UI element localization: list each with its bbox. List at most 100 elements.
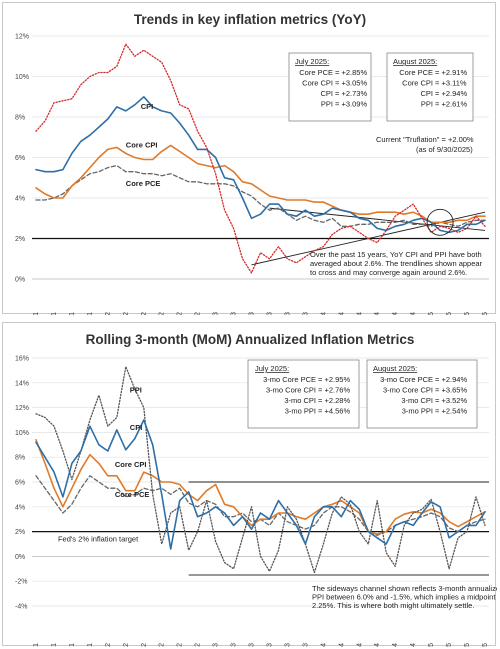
july-callout-metric-label: Core PCE (299, 68, 333, 77)
x-tick-label: Jun-23 (249, 312, 256, 315)
august-callout-metric-value: = +3.11% (435, 79, 467, 88)
x-tick-label: Dec-22 (195, 312, 202, 315)
x-tick-label: Oct-22 (177, 312, 184, 315)
august-callout-metric-label: 3-mo Core PCE (380, 375, 433, 384)
y-tick-label: 10% (15, 430, 29, 437)
august-callout-metric-label: PPI (421, 100, 433, 109)
x-tick-label: Aug-21 (51, 312, 58, 315)
x-tick-label: Jun-21 (33, 312, 40, 315)
july-callout-metric-value: = +3.09% (335, 100, 367, 109)
series-line-core-cpi (35, 439, 486, 535)
series-label-core-cpi: Core CPI (115, 460, 147, 469)
x-tick-label: Feb-25 (428, 312, 435, 315)
x-tick-label: Jun-23 (249, 643, 256, 647)
series-label-cpi: CPI (130, 423, 143, 432)
x-tick-label: Dec-22 (195, 643, 202, 647)
x-tick-label: Feb-24 (320, 643, 327, 647)
x-tick-label: Feb-23 (213, 312, 220, 315)
channel-annotation-line: The sideways channel shown reflects 3-mo… (312, 584, 497, 593)
august-callout-metric-value: = +3.52% (435, 396, 467, 405)
july-callout-metric-label: 3-mo CPI (284, 396, 316, 405)
august-callout-heading: August 2025: (373, 364, 417, 373)
rolling-3m-chart-panel: Rolling 3-month (MoM) Annualized Inflati… (2, 322, 497, 647)
y-tick-label: 12% (15, 405, 29, 412)
y-tick-label: 6% (15, 155, 25, 162)
chart-title: Rolling 3-month (MoM) Annualized Inflati… (86, 332, 415, 347)
yoy-chart: Trends in key inflation metrics (YoY) 0% 2… (15, 12, 489, 315)
x-tick-label: Oct-21 (69, 312, 76, 315)
x-tick-label: Jun-25 (464, 312, 471, 315)
series-line-core-pce (35, 164, 486, 227)
x-tick-label: Aug-22 (159, 643, 166, 647)
july-callout-box (288, 52, 372, 122)
x-tick-label: Aug-25 (482, 312, 489, 315)
x-tick-label: Apr-25 (446, 312, 453, 315)
x-tick-label: Oct-24 (392, 643, 399, 647)
y-tick-label: 0% (15, 554, 25, 561)
series-label-core-pce: Core PCE (126, 179, 161, 188)
august-callout-box (366, 359, 478, 429)
july-callout-metric-value: = +2.73% (335, 89, 367, 98)
x-tick-label: Apr-22 (123, 643, 130, 647)
x-tick-label: Aug-23 (266, 643, 273, 647)
august-callout-box (386, 52, 474, 122)
y-tick-label: 4% (15, 504, 25, 511)
series-label-core-pce: Core PCE (115, 490, 150, 499)
y-tick-label: 16% (15, 356, 29, 363)
july-callout-metric-value: = +2.95% (318, 375, 350, 384)
trend-annotation-line: Over the past 15 years, YoY CPI and PPI … (310, 250, 482, 259)
august-callout-heading: August 2025: (393, 57, 437, 66)
x-tick-label: Dec-23 (302, 312, 309, 315)
august-callout-metric-value: = +2.94% (435, 375, 467, 384)
y-tick-label: 14% (15, 380, 29, 387)
x-tick-label: Jun-21 (33, 643, 40, 647)
y-tick-label: 2% (15, 236, 25, 243)
x-tick-label: Apr-24 (338, 312, 345, 315)
x-tick-label: Jun-24 (356, 312, 363, 315)
series-label-cpi: CPI (141, 102, 154, 111)
x-tick-label: Dec-24 (410, 643, 417, 647)
y-tick-label: 0% (15, 277, 25, 284)
x-tick-label: Jun-22 (141, 643, 148, 647)
channel-annotation-line: PPI between 6.0% and -1.5%, which implie… (312, 593, 497, 602)
x-tick-label: Aug-23 (266, 312, 273, 315)
x-tick-label: Dec-21 (87, 643, 94, 647)
x-tick-label: Apr-24 (338, 643, 345, 647)
yoy-chart-panel: Trends in key inflation metrics (YoY) 0% 2… (2, 2, 496, 315)
fed-target-label: Fed's 2% inflation target (58, 535, 139, 544)
july-callout-metric-value: = +4.56% (318, 407, 350, 416)
july-callout-metric-label: PPI (321, 100, 333, 109)
y-tick-label: 4% (15, 196, 25, 203)
channel-annotation-line: 2.25%. This is where both might ultimate… (312, 601, 474, 610)
august-callout-metric-value: = +2.94% (435, 89, 467, 98)
x-tick-label: Feb-22 (105, 312, 112, 315)
july-callout-heading: July 2025: (295, 57, 329, 66)
july-callout-metric-value: = +3.05% (335, 79, 367, 88)
august-callout-metric-value: = +2.54% (435, 407, 467, 416)
x-tick-label: Apr-23 (231, 643, 238, 647)
x-tick-label: Oct-23 (284, 643, 291, 647)
y-tick-label: 8% (15, 115, 25, 122)
series-label-ppi: PPI (130, 386, 142, 395)
rolling-3m-chart: Rolling 3-month (MoM) Annualized Inflati… (15, 332, 497, 647)
x-tick-label: Aug-25 (482, 643, 489, 647)
x-tick-label: Oct-22 (177, 643, 184, 647)
chart-title: Trends in key inflation metrics (YoY) (134, 12, 366, 27)
x-tick-label: Apr-25 (446, 643, 453, 647)
july-callout-metric-value: = +2.85% (335, 68, 367, 77)
july-callout-metric-label: 3-mo PPI (285, 407, 316, 416)
august-callout-metric-value: = +2.61% (435, 100, 467, 109)
august-callout-metric-label: 3-mo Core CPI (383, 386, 433, 395)
august-callout-metric-label: 3-mo CPI (401, 396, 433, 405)
x-tick-label: Aug-24 (374, 312, 381, 315)
july-callout-metric-label: 3-mo Core PCE (263, 375, 316, 384)
series-line-core-cpi (35, 144, 486, 224)
x-tick-label: Aug-21 (51, 643, 58, 647)
july-callout-box (247, 359, 360, 429)
series-line-core-pce (35, 475, 486, 536)
july-callout-metric-value: = +2.76% (318, 386, 350, 395)
series-line-cpi (35, 96, 486, 234)
y-tick-label: 8% (15, 455, 25, 462)
x-tick-label: Dec-24 (410, 312, 417, 315)
july-callout-metric-label: Core CPI (302, 79, 333, 88)
